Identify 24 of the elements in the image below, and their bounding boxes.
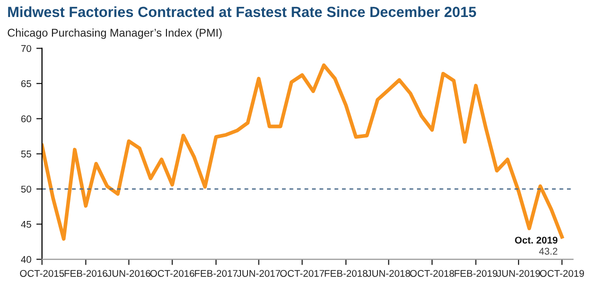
x-tick-label: OCT-2015 (20, 270, 64, 277)
chart-title: Midwest Factories Contracted at Fastest Rate Since December 2015 (8, 6, 476, 18)
x-tick-label: FEB-2019 (454, 270, 498, 277)
y-tick-label: 55 (21, 150, 32, 158)
y-tick-label: 45 (20, 220, 32, 228)
y-tick-label: 70 (21, 45, 32, 52)
chart-subtitle: Chicago Purchasing Manager’s Index (PMI) (8, 28, 222, 39)
y-tick-label: 65 (21, 80, 32, 88)
annotation: Oct. 2019 (514, 236, 558, 244)
x-tick-label: JUN-2019 (496, 270, 540, 277)
x-tick-label: FEB-2016 (64, 270, 108, 277)
annotation: 43.2 (539, 248, 558, 255)
x-tick-label: FEB-2018 (324, 270, 368, 277)
y-tick-label: 50 (21, 186, 32, 193)
x-tick-label: OCT-2016 (150, 270, 194, 277)
y-tick-label: 60 (21, 115, 32, 122)
x-tick-label: OCT-2018 (410, 270, 454, 277)
x-tick-label: JUN-2018 (366, 270, 410, 277)
x-tick-label: FEB-2017 (194, 270, 238, 277)
x-tick-label: JUN-2016 (107, 270, 150, 277)
x-tick-label: OCT-2017 (280, 270, 324, 277)
x-tick-label: OCT-2019 (540, 270, 584, 277)
y-tick-label: 40 (20, 256, 32, 263)
x-tick-label: JUN-2017 (237, 270, 280, 277)
